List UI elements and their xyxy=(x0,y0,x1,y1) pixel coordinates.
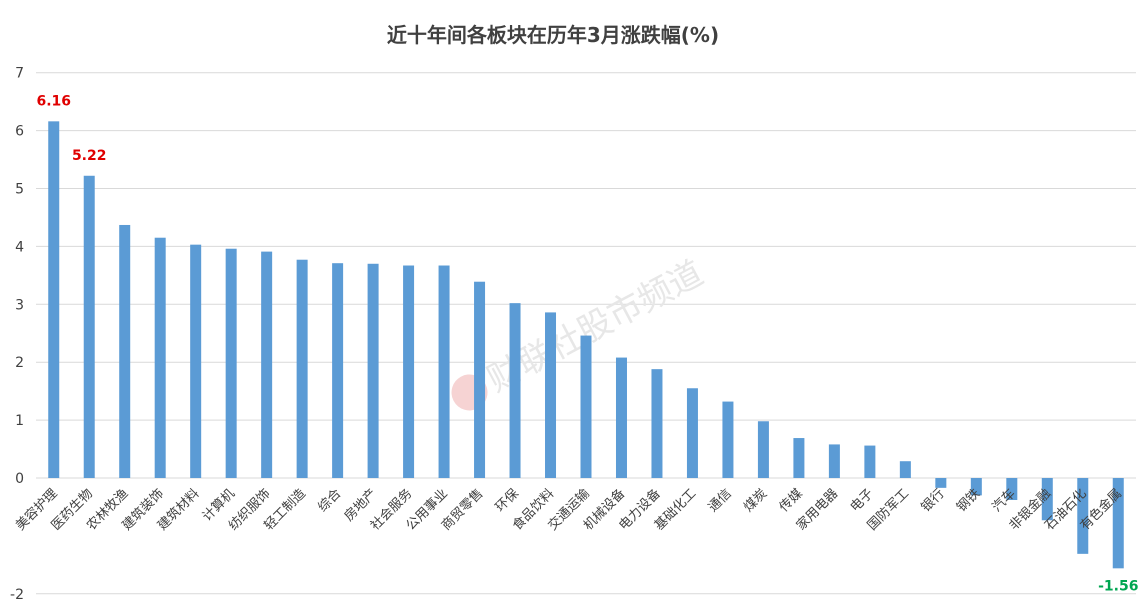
x-tick-label: 综合 xyxy=(315,486,344,515)
bar xyxy=(332,263,344,478)
bar xyxy=(154,237,166,478)
y-axis-ticks: -2 0 1 2 3 4 5 6 7 xyxy=(10,66,24,603)
bar xyxy=(793,438,805,478)
y-tick-label: 6 xyxy=(15,124,24,140)
data-label: -1.56 xyxy=(1098,578,1138,594)
bar xyxy=(722,401,734,478)
bar xyxy=(474,281,486,478)
y-tick-label: -2 xyxy=(10,587,24,603)
bar xyxy=(509,303,521,478)
data-label: 5.22 xyxy=(72,148,107,164)
bar xyxy=(686,388,698,478)
bar xyxy=(438,265,450,478)
data-label: 6.16 xyxy=(36,93,71,109)
bar xyxy=(190,244,202,478)
bar xyxy=(48,121,60,478)
bar xyxy=(1077,478,1089,554)
bar xyxy=(615,357,627,478)
bar xyxy=(367,263,379,478)
bar xyxy=(757,421,769,478)
y-tick-label: 3 xyxy=(15,297,24,313)
x-tick-label: 银行 xyxy=(919,486,948,515)
y-tick-label: 2 xyxy=(15,355,24,371)
bar xyxy=(545,312,557,478)
bar xyxy=(1112,478,1124,569)
bar xyxy=(1041,478,1053,521)
data-labels: 6.16 5.22 -1.56 xyxy=(36,93,1138,594)
bar xyxy=(970,478,982,496)
x-tick-label: 环保 xyxy=(493,486,522,515)
bar xyxy=(296,259,308,478)
x-tick-label: 煤炭 xyxy=(741,486,770,515)
y-tick-label: 7 xyxy=(15,66,24,82)
x-tick-label: 传媒 xyxy=(777,486,806,515)
bar xyxy=(864,445,876,478)
bar xyxy=(899,461,911,478)
bar xyxy=(403,265,415,478)
bar xyxy=(261,251,273,478)
bar xyxy=(83,175,95,478)
bar xyxy=(580,335,592,478)
bar xyxy=(225,248,237,478)
x-tick-label: 电子 xyxy=(848,486,877,515)
bar xyxy=(828,444,840,478)
y-tick-label: 5 xyxy=(15,182,24,198)
y-tick-label: 0 xyxy=(15,471,24,487)
x-tick-label: 通信 xyxy=(706,486,735,515)
bars xyxy=(48,121,1124,569)
bar xyxy=(1006,478,1018,501)
y-tick-label: 4 xyxy=(15,239,24,255)
chart-title: 近十年间各板块在历年3月涨跌幅(%) xyxy=(387,23,719,47)
bar xyxy=(935,478,947,488)
bar xyxy=(119,224,131,478)
gridlines xyxy=(36,72,1136,595)
y-tick-label: 1 xyxy=(15,413,24,429)
bar xyxy=(651,369,663,478)
